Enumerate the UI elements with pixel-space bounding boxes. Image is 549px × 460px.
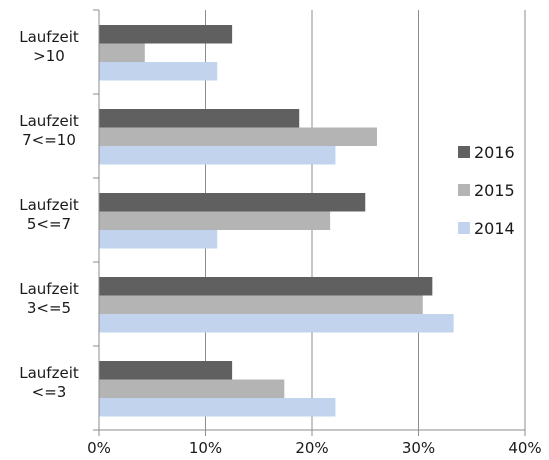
legend-label-2014: 2014 — [474, 219, 515, 238]
bar-2016-2 — [99, 109, 300, 128]
category-label-line: 7<=10 — [22, 131, 76, 149]
bar-2015-1 — [99, 43, 145, 62]
x-tick-label: 20% — [295, 439, 328, 457]
x-tick-label: 40% — [508, 439, 541, 457]
category-label-line: Laufzeit — [19, 280, 79, 298]
category-label-line: Laufzeit — [19, 364, 79, 382]
legend-label-2015: 2015 — [474, 181, 515, 200]
category-label-line: 3<=5 — [27, 299, 71, 317]
category-label-line: Laufzeit — [19, 28, 79, 46]
bar-2015-4 — [99, 295, 423, 314]
bar-2014-2 — [99, 146, 336, 165]
category-label-line: 5<=7 — [27, 215, 71, 233]
legend-label-2016: 2016 — [474, 143, 515, 162]
x-tick-label: 10% — [189, 439, 222, 457]
category-label-line: >10 — [33, 47, 65, 65]
legend: 2016 2015 2014 — [458, 143, 515, 238]
bar-2014-5 — [99, 398, 336, 417]
category-label: Laufzeit 5<=7 — [19, 196, 79, 233]
category-label: Laufzeit 3<=5 — [19, 280, 79, 317]
bar-2014-3 — [99, 230, 218, 249]
bar-2016-1 — [99, 25, 233, 44]
category-label: Laufzeit 7<=10 — [19, 112, 79, 149]
category-label-line: Laufzeit — [19, 112, 79, 130]
category-label-line: Laufzeit — [19, 196, 79, 214]
bar-2015-2 — [99, 127, 377, 146]
legend-swatch-2016 — [458, 146, 470, 158]
bar-2016-4 — [99, 277, 433, 296]
bar-2015-3 — [99, 211, 331, 230]
x-tick-label: 0% — [87, 439, 111, 457]
bar-2014-4 — [99, 314, 454, 333]
x-tick-labels: 0% 10% 20% 30% 40% — [87, 439, 542, 457]
bar-2015-5 — [99, 379, 285, 398]
bar-2014-1 — [99, 62, 218, 81]
axes — [93, 9, 526, 436]
category-label: Laufzeit >10 — [19, 28, 79, 65]
legend-swatch-2014 — [458, 222, 470, 234]
category-label-line: <=3 — [32, 383, 67, 401]
legend-swatch-2015 — [458, 184, 470, 196]
bar-2016-5 — [99, 361, 233, 380]
bars — [99, 25, 454, 417]
x-tick-label: 30% — [402, 439, 435, 457]
bar-2016-3 — [99, 193, 366, 212]
category-label: Laufzeit <=3 — [19, 364, 79, 401]
